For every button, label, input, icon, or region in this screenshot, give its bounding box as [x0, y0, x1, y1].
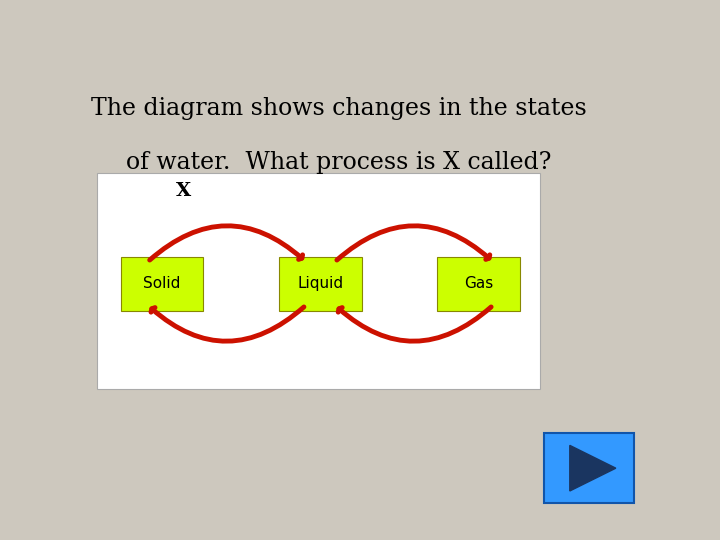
Text: X: X [176, 181, 192, 200]
Text: Solid: Solid [143, 276, 181, 291]
Polygon shape [570, 446, 616, 491]
Text: Liquid: Liquid [297, 276, 343, 291]
FancyBboxPatch shape [97, 173, 540, 389]
FancyBboxPatch shape [279, 256, 362, 310]
Text: Gas: Gas [464, 276, 493, 291]
Text: The diagram shows changes in the states: The diagram shows changes in the states [91, 97, 586, 119]
FancyBboxPatch shape [544, 433, 634, 503]
FancyBboxPatch shape [438, 256, 521, 310]
FancyBboxPatch shape [121, 256, 204, 310]
Text: of water.  What process is X called?: of water. What process is X called? [126, 151, 551, 173]
